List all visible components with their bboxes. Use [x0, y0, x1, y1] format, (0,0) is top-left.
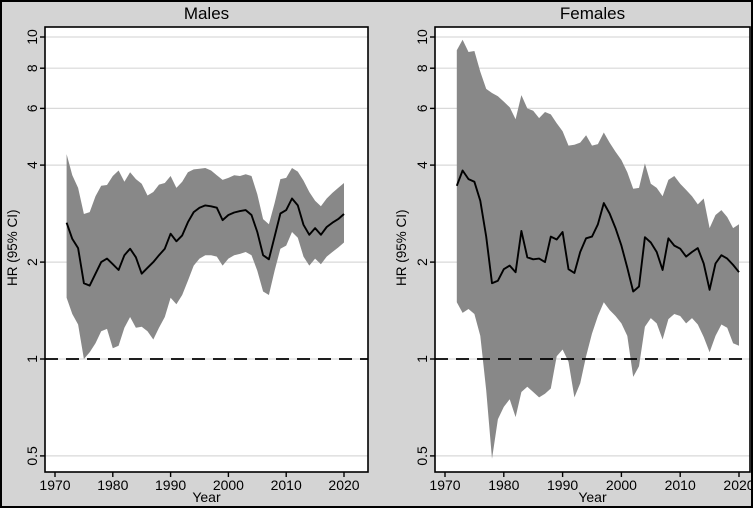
plot-frame — [44, 26, 369, 473]
y-tick-label: 0.5 — [24, 446, 40, 466]
panel-title-males: Males — [183, 4, 230, 23]
y-tick-label: 0.5 — [414, 446, 430, 466]
ci-band — [66, 154, 344, 359]
x-tick-label: 2010 — [665, 477, 696, 493]
y-tick-label: 4 — [24, 161, 40, 169]
y-tick-label: 10 — [24, 29, 40, 45]
x-tick-label: 2010 — [271, 477, 302, 493]
x-tick-label: 1980 — [97, 477, 128, 493]
panel-males: Males HR (95% CI) 0.5 1 2 4 6 8 10 1970 1980 1990… — [2, 2, 379, 506]
y-tick-label: 8 — [24, 64, 40, 72]
y-tick-label: 8 — [414, 64, 430, 72]
y-tick-label: 2 — [24, 258, 40, 266]
hr-line — [455, 169, 740, 293]
ci-band — [456, 39, 739, 459]
y-tick-label: 1 — [24, 355, 40, 363]
y-tick-label: 10 — [414, 29, 430, 45]
plot-females: 0.5 1 2 4 6 8 10 1970 1980 1990 2000 2010 2020 — [414, 26, 751, 493]
x-tick-label: 2020 — [328, 477, 359, 493]
y-tick-label: 2 — [414, 258, 430, 266]
panel-title-females: Females — [559, 4, 626, 23]
y-tick-label: 4 — [414, 161, 430, 169]
plot-frame — [434, 26, 751, 473]
x-tick-label: 1990 — [155, 477, 186, 493]
y-tick-label: 1 — [414, 355, 430, 363]
x-axis-title-females: Year — [578, 489, 607, 505]
hr-line — [65, 197, 345, 287]
x-tick-label: 2000 — [213, 477, 244, 493]
panel-females: Females HR (95% CI) 0.5 1 2 4 6 8 10 1970 1980 19… — [379, 2, 751, 506]
y-tick-label: 6 — [24, 104, 40, 112]
x-tick-label: 2020 — [723, 477, 751, 493]
y-tick-label: 6 — [414, 104, 430, 112]
x-tick-label: 1970 — [429, 477, 460, 493]
x-tick-label: 1990 — [547, 477, 578, 493]
x-axis-title-males: Year — [192, 489, 221, 505]
plot-males: 0.5 1 2 4 6 8 10 1970 1980 1990 2000 2010 2020 — [24, 26, 369, 493]
x-tick-label: 1980 — [488, 477, 519, 493]
x-tick-label: 1970 — [39, 477, 70, 493]
x-tick-label: 2000 — [606, 477, 637, 493]
